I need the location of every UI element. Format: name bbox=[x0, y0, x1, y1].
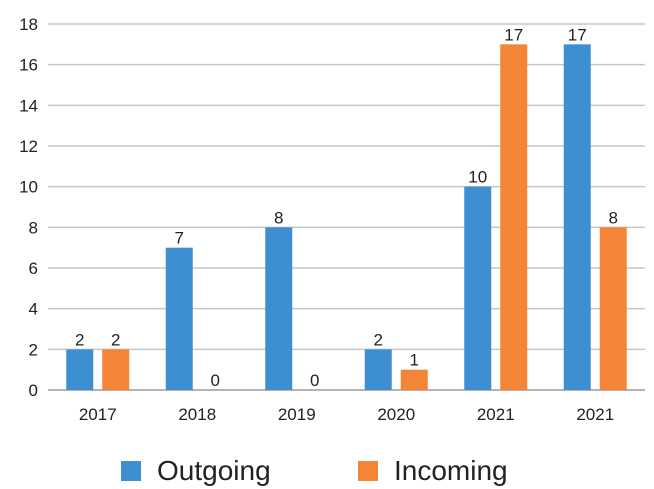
x-tick-label: 2018 bbox=[178, 405, 216, 424]
legend-label-outgoing: Outgoing bbox=[157, 455, 271, 486]
data-label-outgoing: 8 bbox=[274, 208, 283, 227]
data-label-outgoing: 10 bbox=[468, 168, 487, 187]
y-tick-label: 10 bbox=[19, 178, 38, 197]
data-label-incoming: 1 bbox=[410, 351, 419, 370]
y-tick-label: 2 bbox=[29, 340, 38, 359]
x-tick-label: 2019 bbox=[278, 405, 316, 424]
bar-outgoing bbox=[165, 247, 193, 390]
data-label-incoming: 2 bbox=[111, 330, 120, 349]
bar-incoming bbox=[400, 369, 428, 390]
bar-outgoing bbox=[66, 349, 94, 390]
y-tick-label: 16 bbox=[19, 56, 38, 75]
bar-outgoing bbox=[265, 227, 293, 390]
data-label-outgoing: 7 bbox=[175, 229, 184, 248]
y-tick-label: 14 bbox=[19, 96, 38, 115]
data-label-incoming: 0 bbox=[310, 371, 319, 390]
x-tick-label: 2020 bbox=[377, 405, 415, 424]
y-tick-label: 4 bbox=[29, 300, 38, 319]
x-tick-label: 2021 bbox=[576, 405, 614, 424]
x-axis: 2017 2018 2019 2020 2021 2021 bbox=[79, 405, 614, 424]
legend-label-incoming: Incoming bbox=[394, 455, 508, 486]
y-tick-label: 6 bbox=[29, 259, 38, 278]
legend-item-incoming: Incoming bbox=[358, 452, 508, 489]
bar-chart: 0 2 4 6 8 10 12 14 16 18 2 2 7 0 8 0 2 1 10 17 17 8 2017 2018… bbox=[19, 15, 645, 424]
legend-swatch-incoming bbox=[358, 460, 378, 481]
bars bbox=[66, 44, 627, 390]
bar-outgoing bbox=[563, 44, 591, 390]
y-tick-label: 0 bbox=[29, 381, 38, 400]
y-tick-label: 8 bbox=[29, 218, 38, 237]
y-tick-label: 18 bbox=[19, 15, 38, 34]
legend: Outgoing Incoming bbox=[0, 452, 654, 489]
data-label-outgoing: 17 bbox=[568, 25, 587, 44]
y-tick-label: 12 bbox=[19, 137, 38, 156]
legend-item-outgoing: Outgoing bbox=[121, 452, 271, 489]
data-labels: 2 2 7 0 8 0 2 1 10 17 17 8 bbox=[75, 25, 618, 390]
bar-incoming bbox=[102, 349, 130, 390]
data-label-incoming: 0 bbox=[211, 371, 220, 390]
data-label-outgoing: 2 bbox=[75, 330, 84, 349]
data-label-incoming: 8 bbox=[609, 208, 618, 227]
bar-incoming bbox=[500, 44, 528, 390]
gridlines bbox=[48, 23, 645, 391]
data-label-incoming: 17 bbox=[504, 25, 523, 44]
data-label-outgoing: 2 bbox=[374, 330, 383, 349]
legend-swatch-outgoing bbox=[121, 460, 141, 481]
x-tick-label: 2017 bbox=[79, 405, 117, 424]
bar-outgoing bbox=[464, 186, 492, 390]
bar-incoming bbox=[599, 227, 627, 390]
bar-outgoing bbox=[364, 349, 392, 390]
x-tick-label: 2021 bbox=[477, 405, 515, 424]
y-axis: 0 2 4 6 8 10 12 14 16 18 bbox=[19, 15, 38, 400]
